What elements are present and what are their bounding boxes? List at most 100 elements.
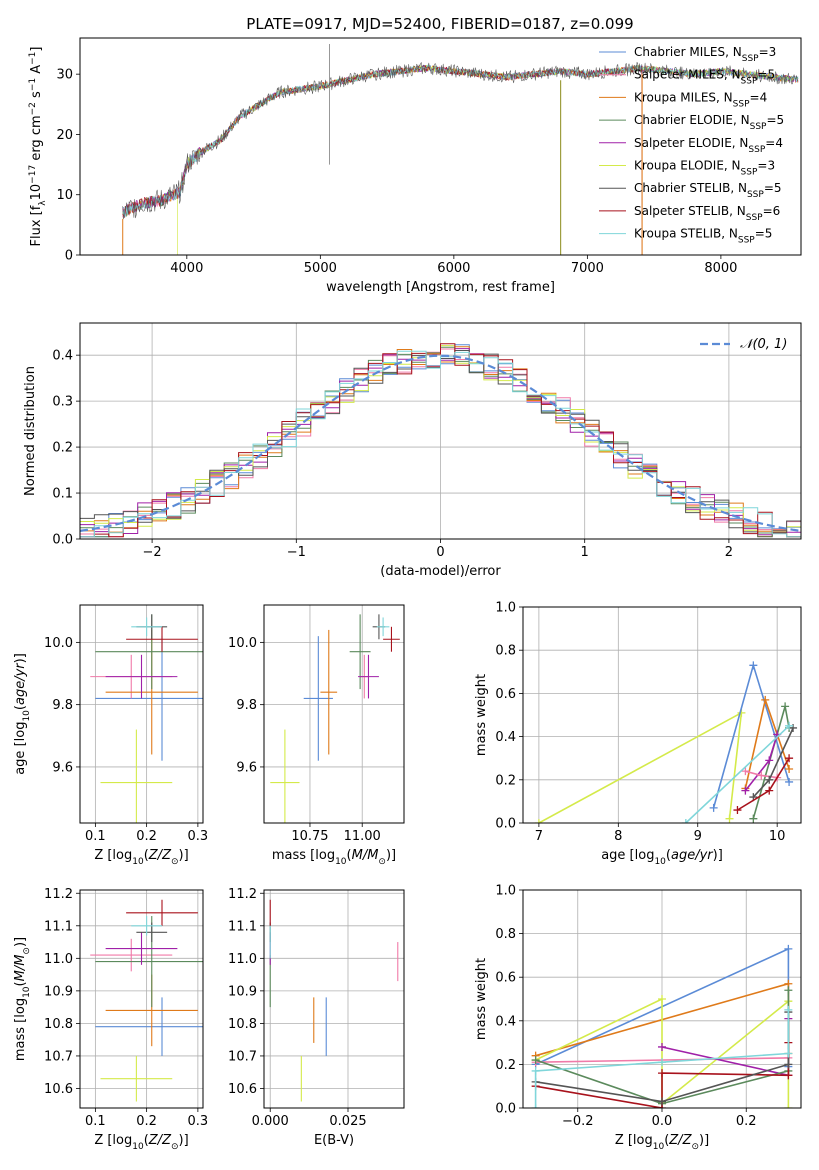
weight-marker-chabrier-miles [785, 777, 794, 786]
weight-marker-kroupa-stelib [785, 721, 794, 730]
weight-marker-kroupa-elodie [784, 1104, 793, 1108]
weight-marker-chabrier-elodie [531, 1056, 540, 1065]
weight-marker-chabrier-elodie [784, 986, 793, 995]
x-tick-label: 7000 [571, 261, 604, 276]
x-tick-label: 0.1 [85, 829, 106, 844]
y-tick-label: 0.6 [495, 687, 516, 702]
legend-entry: Chabrier STELIB, NSSP=5 [634, 181, 782, 200]
weight-marker-salpeter-stelib [733, 806, 742, 815]
y-axis-label: age [log10(age/yr)] [13, 653, 32, 775]
axes-frame [79, 889, 204, 1109]
y-tick-label: 10.0 [44, 636, 73, 651]
y-tick-label: 9.6 [236, 760, 257, 775]
x-tick-label: −2 [143, 545, 162, 560]
x-tick-label: 10.75 [291, 829, 328, 844]
weight-marker-salpeter-miles [741, 767, 750, 776]
weight-marker-chabrier-stelib [784, 1060, 793, 1069]
x-tick-label: 11.00 [344, 829, 381, 844]
panel-mass-vs-EBV: 0.000 0.025 10.6 10.7 10.8 10.9 11.0 11.1 11.2 E(… [228, 887, 405, 1148]
x-tick-label: −0.2 [562, 1114, 594, 1129]
plot-area [269, 899, 399, 1102]
y-tick-label: 9.8 [236, 698, 257, 713]
y-tick-label: 1.0 [495, 884, 516, 899]
spectrum-series-salpeter-stelib [122, 64, 643, 255]
y-tick-label: 10.6 [44, 1082, 73, 1097]
x-tick-label: 0.2 [136, 829, 157, 844]
y-tick-label: 0.0 [495, 817, 516, 832]
y-tick-label: 10.0 [228, 636, 257, 651]
y-axis-label: mass [log10(M/M⊙)] [13, 937, 32, 1061]
legend-entry: Chabrier MILES, NSSP=3 [634, 45, 776, 64]
plot-area [90, 614, 203, 823]
weight-marker-kroupa-stelib [531, 1066, 540, 1075]
y-tick-label: 0.0 [52, 533, 73, 548]
histogram-kroupa-stelib [80, 350, 801, 538]
axes-frame [263, 889, 405, 1109]
y-tick-label: 0.4 [52, 349, 73, 364]
y-tick-label: 10.8 [228, 1017, 257, 1032]
panel-weight-vs-Z: −0.2 0.0 0.2 0.0 0.2 0.4 0.6 0.8 1.0 Z [log10(Z/Z… [474, 884, 802, 1152]
y-tick-label: 10.7 [228, 1049, 257, 1064]
x-tick-label: 6000 [437, 261, 470, 276]
x-tick-label: −1 [287, 545, 306, 560]
y-tick-label: 0.6 [495, 971, 516, 986]
x-tick-label: 1 [581, 545, 589, 560]
y-tick-label: 0.8 [495, 644, 516, 659]
y-axis-label: Normed distribution [23, 366, 38, 496]
plot-area [122, 44, 799, 255]
figure-title: PLATE=0917, MJD=52400, FIBERID=0187, z=0… [246, 15, 633, 33]
legend-entry: Salpeter STELIB, NSSP=6 [634, 204, 780, 223]
x-tick-label: 10 [769, 829, 786, 844]
weight-marker-salpeter-stelib [785, 754, 794, 763]
spectrum-series-kroupa-stelib [122, 64, 799, 218]
y-tick-label: 0.1 [52, 487, 73, 502]
weight-marker-chabrier-stelib [658, 1097, 666, 1106]
panel-residuals: −2 −1 0 1 2 0.0 0.1 0.2 0.3 0.4 (data-model)/error… [23, 322, 802, 579]
x-axis-label: mass [log10(M/M⊙)] [272, 848, 396, 867]
panel-spectrum: 4000 5000 6000 7000 8000 0 10 20 30 wavelength [A… [28, 37, 802, 295]
weight-marker-salpeter-elodie [741, 786, 750, 795]
weight-series-kroupa-elodie [538, 712, 743, 823]
legend-entry: Salpeter MILES, NSSP=5 [634, 68, 775, 87]
y-tick-label: 0.2 [495, 773, 516, 788]
y-tick-label: 10.9 [44, 984, 73, 999]
y-tick-label: 1.0 [495, 601, 516, 616]
y-axis-label: mass weight [474, 674, 489, 756]
axes-frame [522, 606, 802, 824]
x-tick-label: 0.2 [736, 1114, 757, 1129]
weight-marker-chabrier-stelib [765, 775, 774, 784]
y-tick-label: 0 [65, 249, 73, 264]
normal-curve [80, 354, 801, 532]
plot-area [534, 661, 798, 823]
y-tick-label: 9.6 [52, 760, 73, 775]
weight-marker-salpeter-miles [757, 771, 766, 780]
x-tick-label: 7 [535, 829, 543, 844]
weight-marker-salpeter-elodie [658, 1042, 666, 1051]
y-tick-label: 20 [56, 128, 73, 143]
x-tick-label: 0.025 [329, 1114, 366, 1129]
x-tick-label: 5000 [304, 261, 337, 276]
weight-marker-kroupa-stelib [784, 1049, 793, 1058]
weight-marker-salpeter-elodie [765, 756, 774, 765]
y-tick-label: 11.2 [44, 887, 73, 902]
legend-entry: Kroupa MILES, NSSP=4 [634, 90, 767, 109]
x-axis-label: Z [log10(Z/Z⊙)] [94, 1133, 188, 1152]
x-tick-label: 0.0 [652, 1114, 673, 1129]
weight-marker-kroupa-stelib [784, 1005, 793, 1014]
weight-marker-chabrier-miles [784, 944, 793, 953]
y-tick-label: 0.4 [495, 1014, 516, 1029]
x-axis-label: age [log10(age/yr)] [601, 848, 723, 867]
plot-area [90, 899, 203, 1102]
y-tick-label: 10.7 [44, 1049, 73, 1064]
y-tick-label: 30 [56, 68, 73, 83]
axes-frame [79, 37, 802, 256]
weight-marker-kroupa-miles [761, 695, 770, 704]
spectrum-series-chabrier-stelib [122, 61, 799, 220]
panel-age-vs-Z: 0.1 0.2 0.3 9.6 9.8 10.0 Z [log10(Z/Z⊙)] age [l… [13, 604, 208, 867]
y-tick-label: 11.1 [44, 919, 73, 934]
weight-marker-chabrier-miles [709, 803, 718, 812]
x-axis-label: wavelength [Angstrom, rest frame] [326, 280, 555, 295]
y-tick-label: 11.2 [228, 887, 257, 902]
legend-entry: 𝒩(0, 1) [740, 337, 787, 352]
